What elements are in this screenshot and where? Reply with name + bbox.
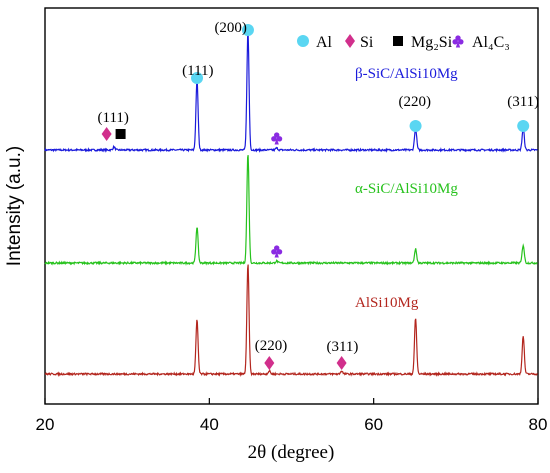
legend-label: Al₄C₃ <box>472 34 510 51</box>
hkl-label: (200) <box>214 20 247 36</box>
al4c3-marker <box>452 35 464 48</box>
al-marker <box>241 24 254 36</box>
hkl-label: (111) <box>98 110 129 126</box>
series-label: α-SiC/AlSi10Mg <box>355 181 458 197</box>
phase-markers <box>101 24 530 370</box>
al-marker <box>517 120 530 132</box>
mg2si-marker <box>393 36 403 46</box>
series-group <box>44 33 538 377</box>
hkl-label: (111) <box>182 63 213 79</box>
al-marker <box>191 72 204 84</box>
legend-label: Mg₂Si <box>411 34 453 51</box>
legend-label: Al <box>316 34 333 51</box>
x-axis-ticks: 20 40 60 80 <box>36 398 548 434</box>
series-labels: β-SiC/AlSi10Mg α-SiC/AlSi10Mg AlSi10Mg <box>355 66 458 311</box>
al4c3-marker <box>271 245 283 258</box>
series-label: AlSi10Mg <box>355 295 419 311</box>
legend: Al Si Mg₂Si Al₄C₃ <box>297 34 510 51</box>
x-axis-label: 2θ (degree) <box>248 442 335 463</box>
series-label: β-SiC/AlSi10Mg <box>355 66 458 82</box>
al4c3-marker <box>271 132 283 145</box>
legend-label: Si <box>360 34 374 51</box>
hkl-label: (220) <box>255 338 288 354</box>
series-line <box>44 154 538 266</box>
al-marker <box>297 35 309 47</box>
x-tick-label: 20 <box>36 415 55 434</box>
hkl-label: (311) <box>326 339 358 355</box>
si-marker <box>101 127 112 141</box>
hkl-annotations: (111) (200) (220) (311) (111) (220) (311) <box>98 20 540 355</box>
x-tick-label: 60 <box>364 415 383 434</box>
hkl-label: (311) <box>507 94 539 110</box>
si-marker <box>336 356 347 370</box>
si-marker <box>264 356 275 370</box>
si-marker <box>345 34 355 48</box>
hkl-label: (220) <box>399 94 432 110</box>
plot-frame <box>44 7 539 405</box>
mg2si-marker <box>115 129 126 139</box>
series-line <box>44 33 538 153</box>
y-axis-label: Intensity (a.u.) <box>4 146 25 266</box>
series-line <box>44 264 538 377</box>
al-marker <box>409 120 422 132</box>
x-tick-label: 80 <box>529 415 548 434</box>
x-tick-label: 40 <box>200 415 219 434</box>
